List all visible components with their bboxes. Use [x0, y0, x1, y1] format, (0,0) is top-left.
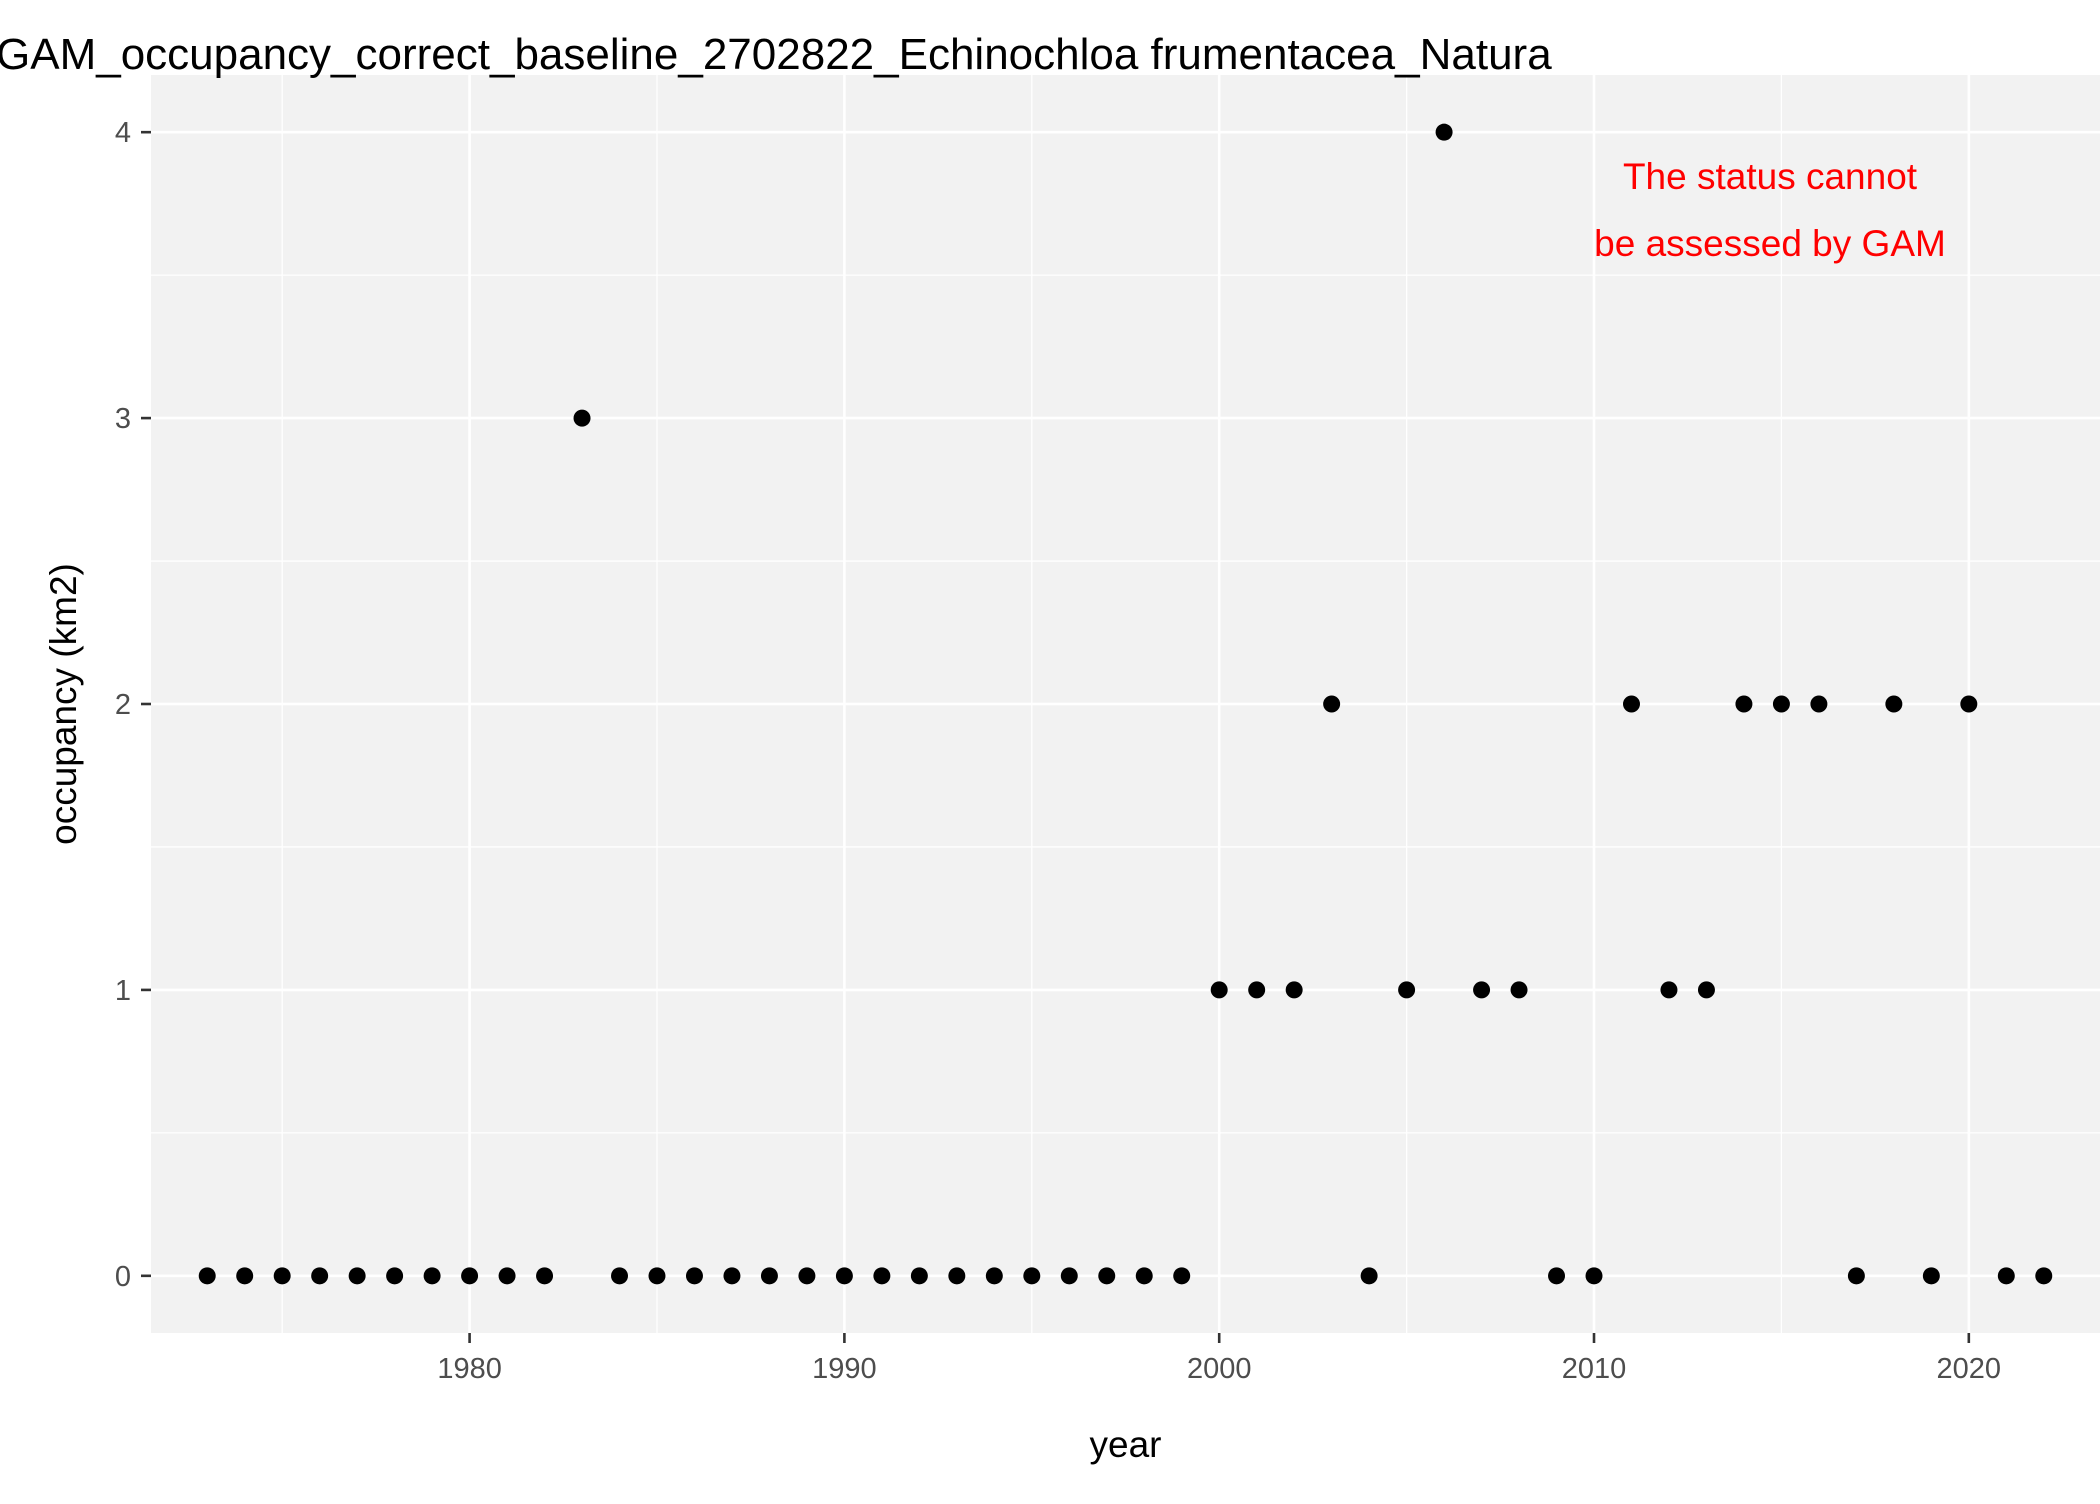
data-point	[1810, 695, 1828, 713]
x-tick-label: 2020	[1937, 1353, 2002, 1385]
data-point	[273, 1267, 291, 1285]
y-tick-label: 1	[115, 975, 131, 1007]
data-point	[1735, 695, 1753, 713]
chart-title: GAM_occupancy_correct_baseline_2702822_E…	[0, 30, 1552, 79]
data-point	[1510, 981, 1528, 999]
data-point	[311, 1267, 329, 1285]
data-point	[1772, 695, 1790, 713]
data-point	[873, 1267, 891, 1285]
data-point	[985, 1267, 1003, 1285]
data-point	[1098, 1267, 1116, 1285]
data-point	[1548, 1267, 1566, 1285]
data-point	[611, 1267, 629, 1285]
x-axis-label: year	[1090, 1424, 1162, 1465]
annotation-line-1: The status cannot	[1623, 156, 1918, 197]
y-axis-label: occupancy (km2)	[43, 563, 84, 845]
data-point	[198, 1267, 216, 1285]
data-point	[1960, 695, 1978, 713]
y-tick-label: 4	[115, 117, 131, 149]
data-point	[1285, 981, 1303, 999]
data-point	[1922, 1267, 1940, 1285]
data-point	[798, 1267, 816, 1285]
data-point	[1847, 1267, 1865, 1285]
data-point	[1173, 1267, 1191, 1285]
data-point	[760, 1267, 778, 1285]
data-point	[1323, 695, 1341, 713]
data-point	[461, 1267, 479, 1285]
data-point	[573, 409, 591, 427]
data-point	[685, 1267, 703, 1285]
data-point	[2035, 1267, 2053, 1285]
x-tick-label: 1980	[437, 1353, 502, 1385]
y-tick-label: 2	[115, 689, 131, 721]
data-point	[1473, 981, 1491, 999]
data-point	[910, 1267, 928, 1285]
data-point	[1660, 981, 1678, 999]
data-point	[1885, 695, 1903, 713]
y-tick-label: 3	[115, 403, 131, 435]
data-point	[1360, 1267, 1378, 1285]
data-point	[648, 1267, 666, 1285]
data-points	[198, 123, 2053, 1285]
data-point	[1210, 981, 1228, 999]
data-point	[1398, 981, 1416, 999]
data-point	[723, 1267, 741, 1285]
data-point	[1697, 981, 1715, 999]
annotation-line-2: be assessed by GAM	[1594, 223, 1946, 264]
data-point	[348, 1267, 366, 1285]
data-point	[1435, 123, 1453, 141]
data-point	[498, 1267, 516, 1285]
data-point	[1248, 981, 1266, 999]
x-tick-label: 2010	[1562, 1353, 1627, 1385]
data-point	[948, 1267, 966, 1285]
x-axis: 1980 1990 2000 2010 2020	[437, 1333, 2001, 1385]
data-point	[1585, 1267, 1603, 1285]
data-point	[1135, 1267, 1153, 1285]
data-point	[1622, 695, 1640, 713]
x-tick-label: 1990	[812, 1353, 877, 1385]
data-point	[386, 1267, 404, 1285]
data-point	[1997, 1267, 2015, 1285]
data-point	[423, 1267, 441, 1285]
data-point	[835, 1267, 853, 1285]
data-point	[536, 1267, 554, 1285]
data-point	[236, 1267, 254, 1285]
y-tick-label: 0	[115, 1261, 131, 1293]
x-tick-label: 2000	[1187, 1353, 1252, 1385]
data-point	[1023, 1267, 1041, 1285]
data-point	[1060, 1267, 1078, 1285]
y-axis: 0 1 2 3 4	[115, 117, 151, 1293]
